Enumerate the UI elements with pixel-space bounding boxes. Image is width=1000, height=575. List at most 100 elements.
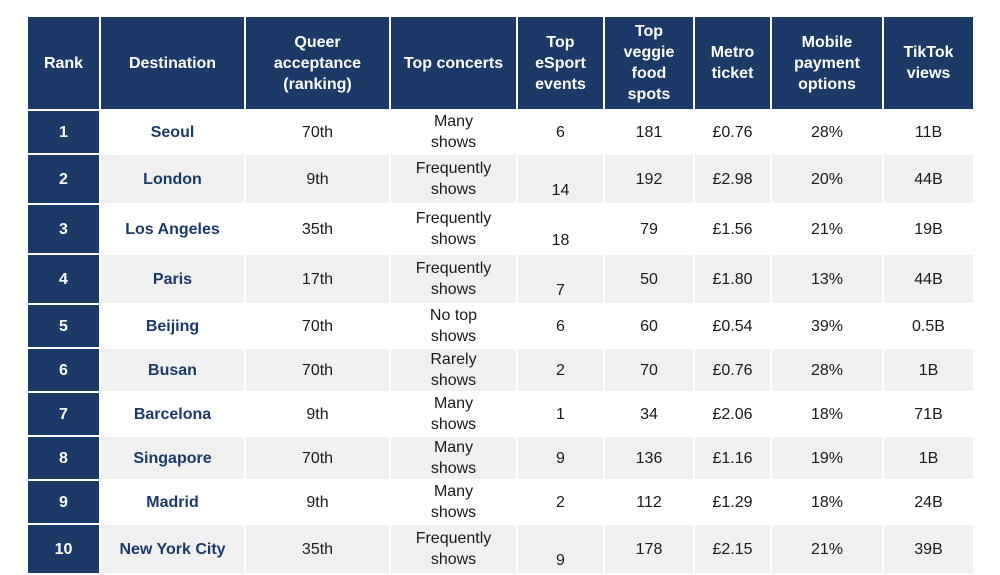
top-concerts-cell: Many shows xyxy=(391,393,518,437)
top-concerts-cell: No top shows xyxy=(391,305,518,349)
destination-cell: Paris xyxy=(101,255,246,305)
rank-cell: 7 xyxy=(28,393,101,437)
queer-acceptance-cell: 17th xyxy=(246,255,391,305)
mobile-payment-cell: 28% xyxy=(772,349,884,393)
metro-ticket-cell: £0.76 xyxy=(695,349,772,393)
mobile-payment-cell: 18% xyxy=(772,481,884,525)
header-rank[interactable]: Rank xyxy=(28,17,101,111)
table-row[interactable]: 8 Singapore 70th Many shows 9 136 £1.16 19% 1B xyxy=(28,437,973,481)
tiktok-views-cell: 1B xyxy=(884,349,973,393)
queer-acceptance-cell: 35th xyxy=(246,205,391,255)
table-row[interactable]: 4 Paris 17th Frequently shows 7 50 £1.80 13% 44B xyxy=(28,255,973,305)
header-top-veggie-food-spots[interactable]: Top veggie food spots xyxy=(605,17,695,111)
queer-acceptance-cell: 70th xyxy=(246,349,391,393)
top-concerts-cell: Frequently shows xyxy=(391,255,518,305)
tiktok-views-cell: 24B xyxy=(884,481,973,525)
header-destination[interactable]: Destination xyxy=(101,17,246,111)
mobile-payment-cell: 39% xyxy=(772,305,884,349)
mobile-payment-cell: 18% xyxy=(772,393,884,437)
table-row[interactable]: 7 Barcelona 9th Many shows 1 34 £2.06 18% 71B xyxy=(28,393,973,437)
mobile-payment-cell: 21% xyxy=(772,205,884,255)
veggie-spots-cell: 192 xyxy=(605,155,695,205)
mobile-payment-cell: 13% xyxy=(772,255,884,305)
destination-cell: Busan xyxy=(101,349,246,393)
header-mobile-payment-options[interactable]: Mobile payment options xyxy=(772,17,884,111)
metro-ticket-cell: £2.15 xyxy=(695,525,772,575)
mobile-payment-cell: 19% xyxy=(772,437,884,481)
header-metro-ticket[interactable]: Metro ticket xyxy=(695,17,772,111)
tiktok-views-cell: 39B xyxy=(884,525,973,575)
veggie-spots-cell: 60 xyxy=(605,305,695,349)
queer-acceptance-cell: 9th xyxy=(246,481,391,525)
header-top-concerts[interactable]: Top concerts xyxy=(391,17,518,111)
table-row[interactable]: 3 Los Angeles 35th Frequently shows 18 79 £1.5… xyxy=(28,205,973,255)
metro-ticket-cell: £1.29 xyxy=(695,481,772,525)
queer-acceptance-cell: 70th xyxy=(246,111,391,155)
metro-ticket-cell: £2.06 xyxy=(695,393,772,437)
metro-ticket-cell: £0.54 xyxy=(695,305,772,349)
top-concerts-cell: Frequently shows xyxy=(391,525,518,575)
veggie-spots-cell: 136 xyxy=(605,437,695,481)
rank-cell: 8 xyxy=(28,437,101,481)
esport-events-cell: 2 xyxy=(518,481,605,525)
tiktok-views-cell: 1B xyxy=(884,437,973,481)
header-tiktok-views[interactable]: TikTok views xyxy=(884,17,973,111)
table-row[interactable]: 1 Seoul 70th Many shows 6 181 £0.76 28% 11B xyxy=(28,111,973,155)
tiktok-views-cell: 11B xyxy=(884,111,973,155)
destination-cell: New York City xyxy=(101,525,246,575)
rank-cell: 9 xyxy=(28,481,101,525)
mobile-payment-cell: 20% xyxy=(772,155,884,205)
veggie-spots-cell: 34 xyxy=(605,393,695,437)
esport-events-cell: 9 xyxy=(518,437,605,481)
veggie-spots-cell: 79 xyxy=(605,205,695,255)
metro-ticket-cell: £2.98 xyxy=(695,155,772,205)
tiktok-views-cell: 44B xyxy=(884,255,973,305)
veggie-spots-cell: 50 xyxy=(605,255,695,305)
rank-cell: 5 xyxy=(28,305,101,349)
header-top-esport-events[interactable]: Top eSport events xyxy=(518,17,605,111)
esport-events-cell: 7 xyxy=(518,255,605,305)
top-concerts-cell: Rarely shows xyxy=(391,349,518,393)
veggie-spots-cell: 181 xyxy=(605,111,695,155)
queer-acceptance-cell: 9th xyxy=(246,155,391,205)
rank-cell: 4 xyxy=(28,255,101,305)
esport-events-cell: 1 xyxy=(518,393,605,437)
veggie-spots-cell: 178 xyxy=(605,525,695,575)
queer-acceptance-cell: 9th xyxy=(246,393,391,437)
destination-cell: Seoul xyxy=(101,111,246,155)
destinations-table: Rank Destination Queer acceptance (ranki… xyxy=(28,17,973,575)
queer-acceptance-cell: 70th xyxy=(246,305,391,349)
esport-events-cell: 14 xyxy=(518,155,605,205)
top-concerts-cell: Frequently shows xyxy=(391,205,518,255)
table-row[interactable]: 9 Madrid 9th Many shows 2 112 £1.29 18% 24B xyxy=(28,481,973,525)
metro-ticket-cell: £1.16 xyxy=(695,437,772,481)
header-queer-acceptance[interactable]: Queer acceptance (ranking) xyxy=(246,17,391,111)
top-concerts-cell: Many shows xyxy=(391,481,518,525)
top-concerts-cell: Frequently shows xyxy=(391,155,518,205)
veggie-spots-cell: 70 xyxy=(605,349,695,393)
table-row[interactable]: 10 New York City 35th Frequently shows 9 178 £… xyxy=(28,525,973,575)
rank-cell: 3 xyxy=(28,205,101,255)
destination-cell: London xyxy=(101,155,246,205)
destination-cell: Beijing xyxy=(101,305,246,349)
metro-ticket-cell: £0.76 xyxy=(695,111,772,155)
metro-ticket-cell: £1.80 xyxy=(695,255,772,305)
table-row[interactable]: 6 Busan 70th Rarely shows 2 70 £0.76 28% 1B xyxy=(28,349,973,393)
destination-cell: Barcelona xyxy=(101,393,246,437)
destination-cell: Madrid xyxy=(101,481,246,525)
table-row[interactable]: 2 London 9th Frequently shows 14 192 £2.98 20% 4… xyxy=(28,155,973,205)
esport-events-cell: 6 xyxy=(518,305,605,349)
rank-cell: 6 xyxy=(28,349,101,393)
esport-events-cell: 2 xyxy=(518,349,605,393)
tiktok-views-cell: 19B xyxy=(884,205,973,255)
queer-acceptance-cell: 70th xyxy=(246,437,391,481)
tiktok-views-cell: 71B xyxy=(884,393,973,437)
tiktok-views-cell: 44B xyxy=(884,155,973,205)
rank-cell: 1 xyxy=(28,111,101,155)
table-row[interactable]: 5 Beijing 70th No top shows 6 60 £0.54 39% 0.5B xyxy=(28,305,973,349)
esport-events-cell: 18 xyxy=(518,205,605,255)
rank-cell: 2 xyxy=(28,155,101,205)
rank-cell: 10 xyxy=(28,525,101,575)
header-row: Rank Destination Queer acceptance (ranki… xyxy=(28,17,973,111)
tiktok-views-cell: 0.5B xyxy=(884,305,973,349)
